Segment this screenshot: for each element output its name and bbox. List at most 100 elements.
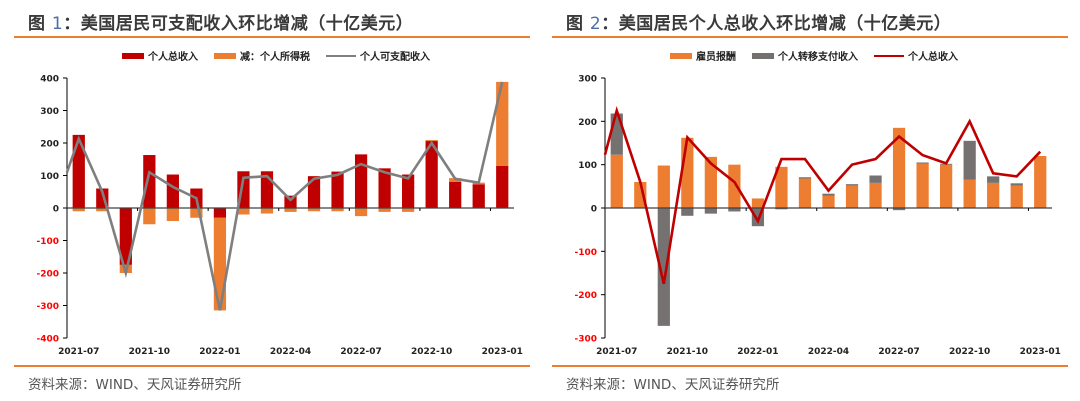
figure-2-source: 资料来源：WIND、天风证券研究所 [566,377,780,393]
bar-primary [869,182,882,208]
bar-secondary [916,162,929,164]
bar-secondary [728,208,741,212]
bar-primary [728,164,741,208]
x-tick-label: 2023-01 [1020,347,1061,357]
figure-2-title: 图 2：美国居民个人总收入环比增减（十亿美元） [566,9,951,34]
y-tick-label: 200 [40,140,59,150]
legend-swatch-transfer-receipts [752,52,774,59]
legend-item-compensation: 雇员报酬 [670,48,736,63]
bar-primary [1034,156,1047,208]
bar-primary [119,208,132,265]
x-tick-label: 2022-07 [340,347,381,357]
bar-secondary [260,208,274,214]
figure-1-title: 图 1：美国居民可支配收入环比增减（十亿美元） [28,9,413,34]
bar-primary [987,182,1000,208]
y-tick-label: -200 [574,291,597,301]
figure-2-top-rule [552,36,1068,38]
legend-swatch-disposable-income [326,54,356,57]
bar-secondary [284,208,297,212]
bar-secondary [1010,183,1023,186]
bar-secondary [190,208,203,218]
bar-primary [634,182,647,208]
figure-2-chart: 300 200 100 0 -100 -200 -300 2021-07 2021-10 2022… [574,75,1061,358]
bar-secondary [657,208,670,326]
bar-secondary [166,208,179,221]
y-tick-label: 100 [578,161,597,171]
figure-2-title-text: ：美国居民个人总收入环比增减（十亿美元） [601,14,952,34]
bar-primary [143,155,156,208]
bar-primary [610,154,623,208]
bar-secondary [845,184,859,186]
line-series [65,81,504,311]
figure-2-title-prefix: 图 [566,14,590,34]
legend-item-gross-income: 个人总收入 [122,48,198,63]
bar-secondary [775,208,788,210]
figure-1-title-text: ：美国居民可支配收入环比增减（十亿美元） [63,14,414,34]
bar-secondary [425,140,438,142]
y-tick-label: -300 [574,335,597,345]
y-tick-label: -200 [36,270,59,280]
bar-secondary [378,208,391,212]
bar-secondary [681,208,694,216]
bar-primary [307,176,321,208]
figure-1-chart: 400 300 200 100 0 -100 -200 -300 -400 2021-07 2021… [36,75,522,358]
bar-primary [425,141,438,208]
y-tick-label: 0 [53,205,59,215]
y-tick-label: -400 [36,335,59,345]
y-tick-label: 300 [40,107,59,117]
figure-2-legend: 雇员报酬 个人转移支付收入 个人总收入 [670,48,958,63]
bar-secondary [892,208,906,211]
bar-primary [213,208,227,218]
bar-secondary [496,81,509,166]
bar-secondary [72,208,85,212]
bar-secondary [213,217,227,311]
bar-secondary [798,177,812,179]
x-tick-label: 2022-04 [270,347,311,357]
bar-primary [402,174,415,208]
bar-primary [798,178,812,208]
x-tick-label: 2022-01 [737,347,778,357]
x-tick-label: 2022-04 [808,347,849,357]
legend-label: 个人总收入 [148,52,198,63]
legend-label: 个人总收入 [908,52,958,63]
bar-secondary [237,208,250,215]
legend-item-income-tax: 减：个人所得税 [214,48,310,63]
legend-swatch-income-tax [214,52,236,59]
bar-secondary [143,208,156,225]
bar-primary [1010,185,1023,208]
bar-primary [378,168,391,208]
legend-item-disposable-income: 个人可支配收入 [326,48,430,63]
x-tick-label: 2021-07 [58,347,99,357]
figure-2-title-number: 2 [589,14,602,34]
bar-primary [166,174,179,208]
bar-primary [704,156,717,208]
y-tick-label: -100 [36,237,59,247]
bar-secondary [307,208,321,212]
bar-primary [657,165,670,208]
bar-secondary [704,208,717,214]
legend-label: 雇员报酬 [696,52,736,63]
bar-primary [916,163,929,208]
bar-secondary [963,140,976,180]
figure-1-panel: 图 1：美国居民可支配收入环比增减（十亿美元） 个人总收入 减：个人所得税 个人… [14,0,534,401]
y-tick-label: -300 [36,302,59,312]
bar-secondary [987,176,1000,183]
bar-primary [940,164,953,208]
y-tick-label: -100 [574,248,597,258]
figure-1-legend: 个人总收入 减：个人所得税 个人可支配收入 [122,48,430,63]
bar-secondary [402,208,415,212]
bar-primary [775,166,788,208]
bar-primary [72,134,85,208]
y-tick-label: 400 [40,75,59,85]
y-tick-label: 200 [578,118,597,128]
x-tick-label: 2022-10 [949,347,990,357]
bar-secondary [331,208,344,212]
x-tick-label: 2022-07 [878,347,919,357]
figure-1-source: 资料来源：WIND、天风证券研究所 [28,377,242,393]
bar-primary [449,182,462,208]
bar-secondary [822,193,835,196]
bar-primary [892,127,906,208]
bar-primary [963,179,976,208]
legend-item-transfer-receipts: 个人转移支付收入 [752,48,858,63]
figure-2-bottom-rule [552,365,1068,367]
